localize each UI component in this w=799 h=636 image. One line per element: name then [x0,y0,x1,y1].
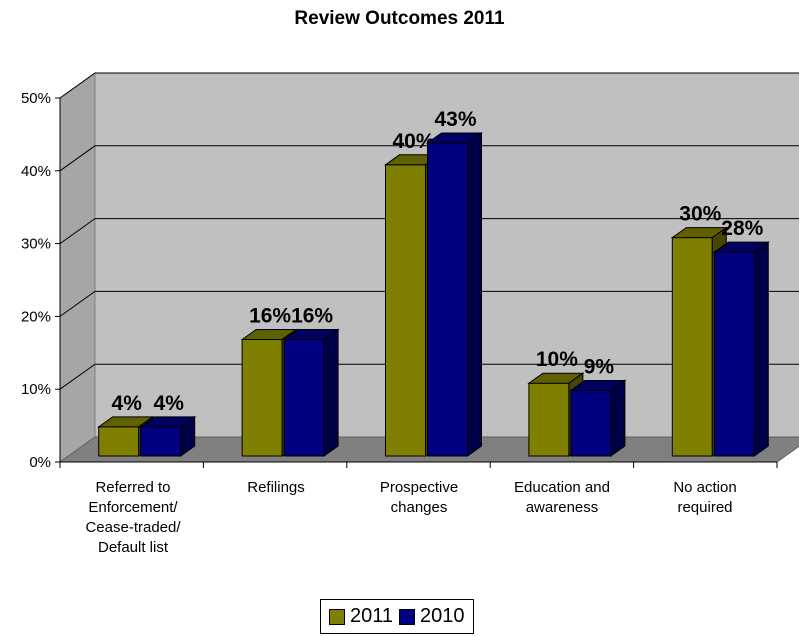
data-label-2010: 28% [721,217,763,240]
bar-2010 [283,339,325,457]
gridline [59,145,799,172]
legend-swatch-2010 [399,608,416,625]
bar-2010 [713,251,755,457]
category-label-refilings: Refilings [247,479,305,496]
bar-2011 [241,339,283,457]
data-label-2010: 43% [434,108,476,131]
bar-2011 [671,237,713,457]
gridline [59,218,799,245]
side-wall [59,72,96,463]
bar-side-2010 [610,379,626,457]
bar-2011 [528,382,570,457]
y-tick-label: 50% [21,90,51,107]
gridline [59,72,799,99]
bar-2011 [385,164,426,457]
bar-side-2010 [323,328,339,457]
bar-2011 [98,426,140,457]
data-label-2010: 4% [154,392,185,415]
bar-side-2010 [753,241,769,457]
data-label-2010: 9% [584,355,615,378]
category-label-no-action: No action required [673,479,737,516]
category-label-referred: Referred to Enforcement/Cease-traded/Defa… [85,479,181,556]
data-label-2011: 30% [679,203,721,226]
data-label-2010: 16% [291,305,333,328]
data-label-2011: 4% [112,392,143,415]
data-label-2011: 40% [392,130,434,153]
category-label-education: Education and awareness [514,479,610,516]
legend-entry-2010: 2010 [399,605,465,628]
bar-2010 [140,426,182,457]
bar-side-2010 [180,415,196,457]
legend-entry-2011: 2011 [329,605,393,628]
legend-label-2011: 2011 [350,605,394,627]
bar-2010 [427,142,468,457]
y-tick-label: 0% [29,454,51,471]
legend: 2011 2010 [320,599,474,634]
y-tick-label: 40% [21,163,51,180]
bar-2010 [570,389,612,457]
y-tick-label: 30% [21,236,51,253]
data-label-2011: 16% [249,305,291,328]
y-tick-label: 20% [21,308,51,325]
data-label-2011: 10% [536,348,578,371]
chart-title: Review Outcomes 2011 [294,8,505,29]
legend-label-2010: 2010 [420,605,465,627]
legend-swatch-2011 [329,608,345,625]
category-label-prospective: Prospective changes [379,479,459,516]
gridline [59,363,799,390]
gridline [59,290,799,317]
y-tick-label: 10% [21,381,51,398]
bar-side-2010 [467,131,482,457]
